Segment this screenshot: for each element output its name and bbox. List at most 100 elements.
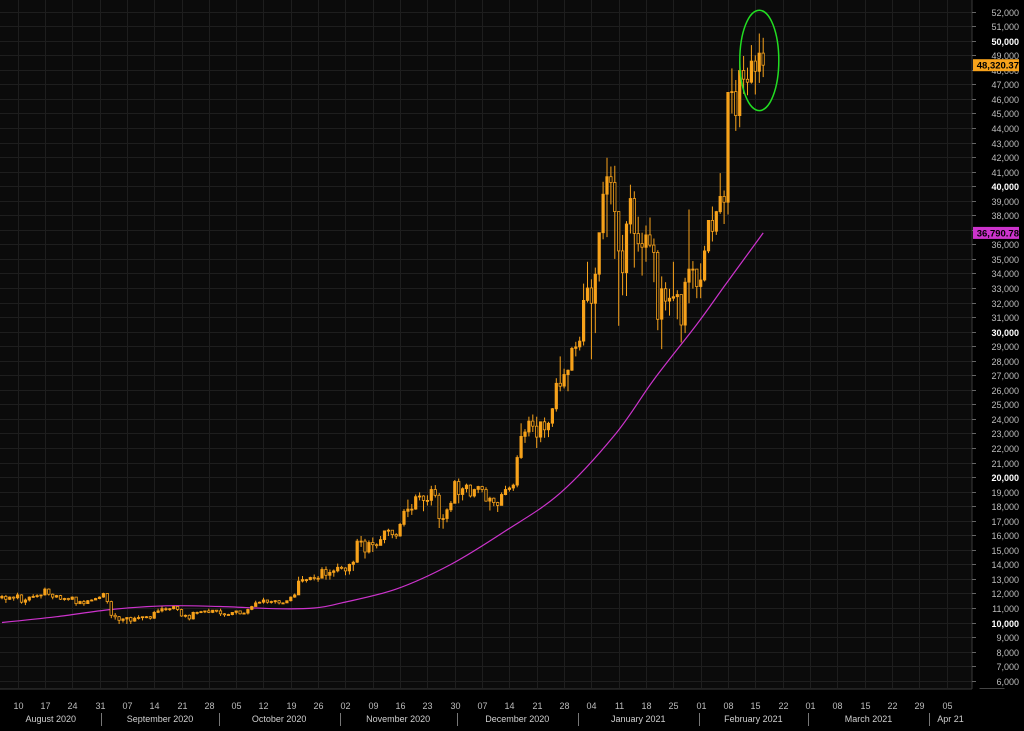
candle-body: [562, 374, 566, 387]
candle: [480, 485, 484, 493]
candle-body: [351, 561, 355, 565]
moving-average-line: [1, 232, 764, 624]
last-price-label-bg: [973, 59, 1019, 72]
candle: [121, 618, 125, 623]
candle-body: [441, 518, 445, 520]
candle: [589, 279, 594, 360]
candle-body: [683, 281, 687, 326]
candle-body: [261, 599, 266, 603]
candle: [757, 33, 761, 83]
candle-body: [394, 534, 398, 537]
candle-body: [722, 195, 726, 203]
y-tick-label: 19,000: [991, 488, 1019, 498]
candle: [265, 599, 270, 604]
candle-body: [316, 577, 320, 580]
candle: [113, 613, 117, 620]
y-tick-label: 51,000: [991, 22, 1019, 32]
x-tick-label: 26: [313, 701, 323, 711]
candle-body: [476, 486, 480, 490]
x-tick-label: 22: [887, 701, 897, 711]
x-tick-label: 29: [914, 701, 924, 711]
y-tick-label: 35,000: [991, 255, 1019, 265]
candle-body: [402, 510, 406, 525]
candle-body: [191, 612, 195, 620]
candle-body: [12, 596, 16, 599]
candle-body: [66, 598, 70, 600]
candle-body: [293, 594, 297, 598]
candle-body: [542, 421, 547, 431]
y-tick-label: 22,000: [991, 444, 1019, 454]
y-tick-label: 14,000: [991, 560, 1019, 570]
candle-body: [574, 346, 578, 349]
candle-body: [636, 233, 640, 245]
candle-body: [566, 369, 570, 376]
candle: [250, 605, 254, 611]
candle-body: [710, 219, 715, 232]
candle-body: [503, 489, 508, 495]
candle: [687, 209, 691, 304]
candle: [601, 181, 605, 240]
candle-body: [339, 566, 344, 569]
candle-body: [164, 608, 168, 611]
y-tick-label: 11,000: [992, 604, 1019, 614]
candle-body: [296, 580, 301, 596]
candle-body: [570, 347, 574, 371]
candle: [398, 522, 402, 537]
candle-body: [156, 610, 160, 613]
candle: [117, 616, 121, 624]
candle-body: [86, 600, 90, 605]
candle: [488, 496, 492, 511]
candle-body: [699, 279, 703, 287]
candle-body: [101, 593, 105, 598]
candle: [82, 600, 86, 606]
x-axis-panel: [0, 689, 1024, 726]
candle: [195, 611, 199, 615]
candle-body: [230, 612, 234, 616]
candle-body: [140, 616, 145, 619]
candle-body: [468, 484, 473, 497]
candle: [101, 592, 105, 598]
candle-body: [332, 570, 336, 573]
candle: [304, 578, 309, 583]
x-tick-label: 11: [615, 701, 624, 711]
candle-body: [375, 544, 379, 547]
candle: [39, 594, 43, 599]
y-tick-label: 49,000: [991, 51, 1019, 61]
y-tick-label: 9,000: [996, 633, 1019, 643]
y-axis-panel: [972, 0, 1024, 726]
x-tick-label: 10: [13, 701, 23, 711]
candle: [624, 221, 629, 296]
candle: [336, 563, 340, 573]
candle-body: [203, 610, 207, 613]
y-tick-label: 16,000: [991, 531, 1019, 541]
candle-body: [281, 602, 285, 605]
candle: [472, 488, 476, 498]
candle: [621, 234, 625, 296]
candle-body: [511, 484, 515, 489]
candle: [273, 600, 277, 604]
candle-body: [421, 495, 426, 501]
candle: [761, 37, 765, 78]
candle-body: [308, 577, 312, 581]
candle: [355, 538, 359, 563]
candle-body: [648, 234, 652, 246]
candle: [351, 560, 355, 571]
x-tick-label: 25: [668, 701, 678, 711]
y-tick-label: 36,000: [991, 240, 1019, 250]
candle: [199, 610, 203, 614]
candle: [445, 508, 449, 523]
candle-body: [187, 614, 191, 620]
x-tick-label: 07: [122, 701, 132, 711]
candle: [570, 346, 574, 371]
candle-body: [429, 489, 433, 501]
candle-body: [94, 598, 98, 601]
y-tick-label: 23,000: [991, 429, 1019, 439]
candle-body: [706, 219, 711, 252]
candle-body: [660, 288, 664, 320]
month-label: December 2020: [485, 714, 549, 724]
candle: [535, 416, 539, 448]
candle: [753, 55, 757, 95]
candle: [433, 485, 437, 498]
